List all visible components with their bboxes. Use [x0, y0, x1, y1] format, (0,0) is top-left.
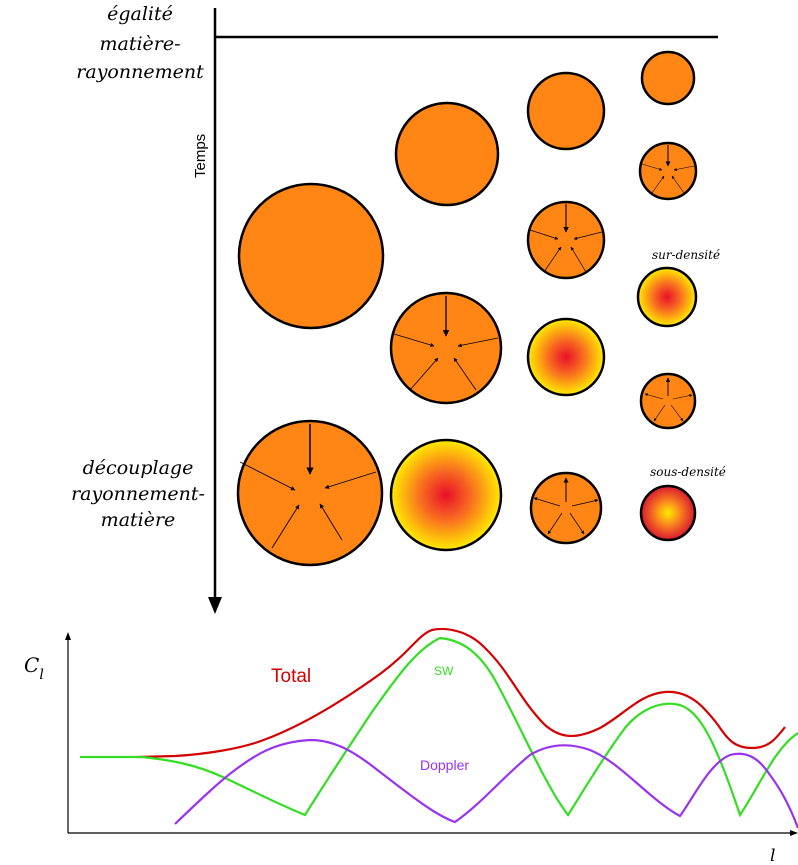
- plasma-sphere-compressing-large: [236, 419, 384, 567]
- decoupling-label: découplage rayonnement- matière: [71, 457, 205, 531]
- equality-label-line-1: égalité: [107, 3, 173, 25]
- curve-total: [137, 627, 786, 759]
- curve-total-label: Total: [271, 666, 311, 687]
- curve-sw-label: SW: [434, 664, 454, 678]
- overdensity-sphere-small: [526, 317, 606, 397]
- spectrum-y-axis-arrowhead: [65, 632, 71, 640]
- plasma-sphere-tiny: [640, 50, 696, 106]
- equality-label-line-2: matière-: [99, 33, 180, 55]
- decoupling-label-line-2: rayonnement-: [71, 483, 205, 505]
- time-axis-label: Temps: [192, 134, 209, 178]
- equality-label: égalité matière- rayonnement: [76, 3, 204, 83]
- plasma-sphere-compressing-small: [526, 200, 606, 280]
- curve-doppler: [174, 738, 798, 829]
- decoupling-label-line-1: découplage: [83, 457, 194, 479]
- plasma-sphere-compressing-tiny: [638, 141, 698, 201]
- plasma-sphere-compressing-medium: [389, 291, 503, 405]
- spectrum-y-axis-symbol: C: [24, 653, 39, 677]
- overdensity-label: sur-densité: [652, 248, 720, 262]
- curve-doppler-label: Doppler: [420, 757, 469, 773]
- curve-sw: [80, 636, 798, 818]
- underdensity-sphere-tiny: [639, 484, 697, 542]
- decoupling-label-line-3: matière: [101, 509, 176, 531]
- spectrum-x-axis-label: l: [770, 846, 775, 865]
- overdensity-sphere-tiny: [636, 266, 698, 328]
- plasma-sphere-expanding-small: [529, 471, 603, 545]
- overdensity-sphere-medium: [389, 438, 503, 552]
- plasma-sphere-medium: [394, 101, 500, 207]
- spectrum-x-axis-arrowhead: [790, 830, 798, 836]
- spectrum-y-axis-subscript: l: [39, 667, 43, 683]
- underdensity-label: sous-densité: [650, 465, 726, 479]
- equality-label-line-3: rayonnement: [76, 61, 204, 83]
- plasma-sphere-small: [526, 71, 606, 151]
- spectrum-y-axis-label: Cl: [24, 653, 44, 683]
- time-axis-arrowhead: [208, 597, 222, 614]
- plasma-sphere-large: [237, 182, 385, 330]
- plasma-sphere-expanding-tiny: [639, 372, 697, 430]
